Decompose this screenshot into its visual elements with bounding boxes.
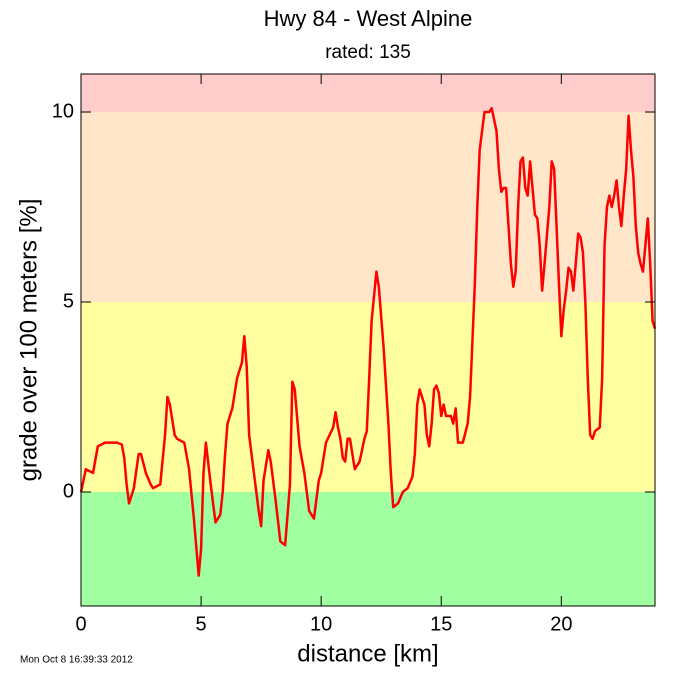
plot-frame	[80, 73, 656, 607]
y-axis-label: grade over 100 meters [%]	[15, 199, 42, 482]
grade-band	[81, 492, 655, 606]
y-tick-label: 10	[52, 100, 74, 122]
grade-band	[81, 74, 655, 112]
x-tick-label: 15	[430, 613, 452, 635]
x-axis-label: distance [km]	[297, 640, 438, 667]
x-tick-label: 0	[75, 613, 86, 635]
x-tick-label: 20	[550, 613, 572, 635]
chart-subtitle: rated: 135	[325, 42, 411, 63]
y-tick-label: 5	[63, 290, 74, 312]
grade-line	[79, 106, 657, 577]
x-tick-label: 10	[310, 613, 332, 635]
plot-area	[79, 74, 657, 606]
timestamp: Mon Oct 8 16:39:33 2012	[20, 655, 133, 666]
x-tick-label: 5	[196, 613, 207, 635]
chart-title: Hwy 84 - West Alpine	[264, 6, 473, 31]
y-tick-label: 0	[63, 480, 74, 502]
